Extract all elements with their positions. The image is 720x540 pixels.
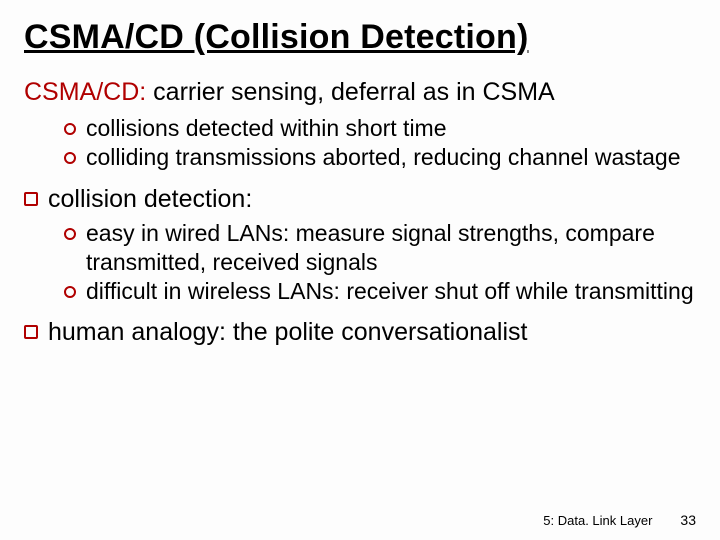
- footer-section: 5: Data. Link Layer: [543, 513, 652, 528]
- bullet-icon: [64, 286, 76, 298]
- bullet-icon: [64, 123, 76, 135]
- lead-sublist: collisions detected within short time co…: [64, 114, 696, 172]
- lead-line: CSMA/CD: carrier sensing, deferral as in…: [24, 77, 696, 108]
- slide-title: CSMA/CD (Collision Detection): [24, 18, 696, 57]
- list-item: difficult in wireless LANs: receiver shu…: [64, 277, 696, 306]
- list-item: collisions detected within short time: [64, 114, 696, 143]
- top-item: human analogy: the polite conversational…: [24, 317, 696, 348]
- top-item-text: collision detection:: [48, 184, 696, 215]
- bullet-icon: [24, 325, 38, 339]
- lead-rest: carrier sensing, deferral as in CSMA: [146, 78, 554, 106]
- bullet-icon: [24, 192, 38, 206]
- sub-item-text: easy in wired LANs: measure signal stren…: [86, 219, 696, 277]
- bullet-icon: [64, 152, 76, 164]
- footer-page-number: 33: [680, 512, 696, 528]
- sub-item-text: difficult in wireless LANs: receiver shu…: [86, 277, 694, 306]
- sub-item-text: collisions detected within short time: [86, 114, 447, 143]
- slide-footer: 5: Data. Link Layer 33: [543, 512, 696, 528]
- list-item: easy in wired LANs: measure signal stren…: [64, 219, 696, 277]
- top-item: collision detection:: [24, 184, 696, 215]
- list-item: colliding transmissions aborted, reducin…: [64, 143, 696, 172]
- sublist: easy in wired LANs: measure signal stren…: [64, 219, 696, 305]
- lead-label: CSMA/CD:: [24, 78, 146, 106]
- top-item-text: human analogy: the polite conversational…: [48, 317, 696, 348]
- sub-item-text: colliding transmissions aborted, reducin…: [86, 143, 681, 172]
- bullet-icon: [64, 228, 76, 240]
